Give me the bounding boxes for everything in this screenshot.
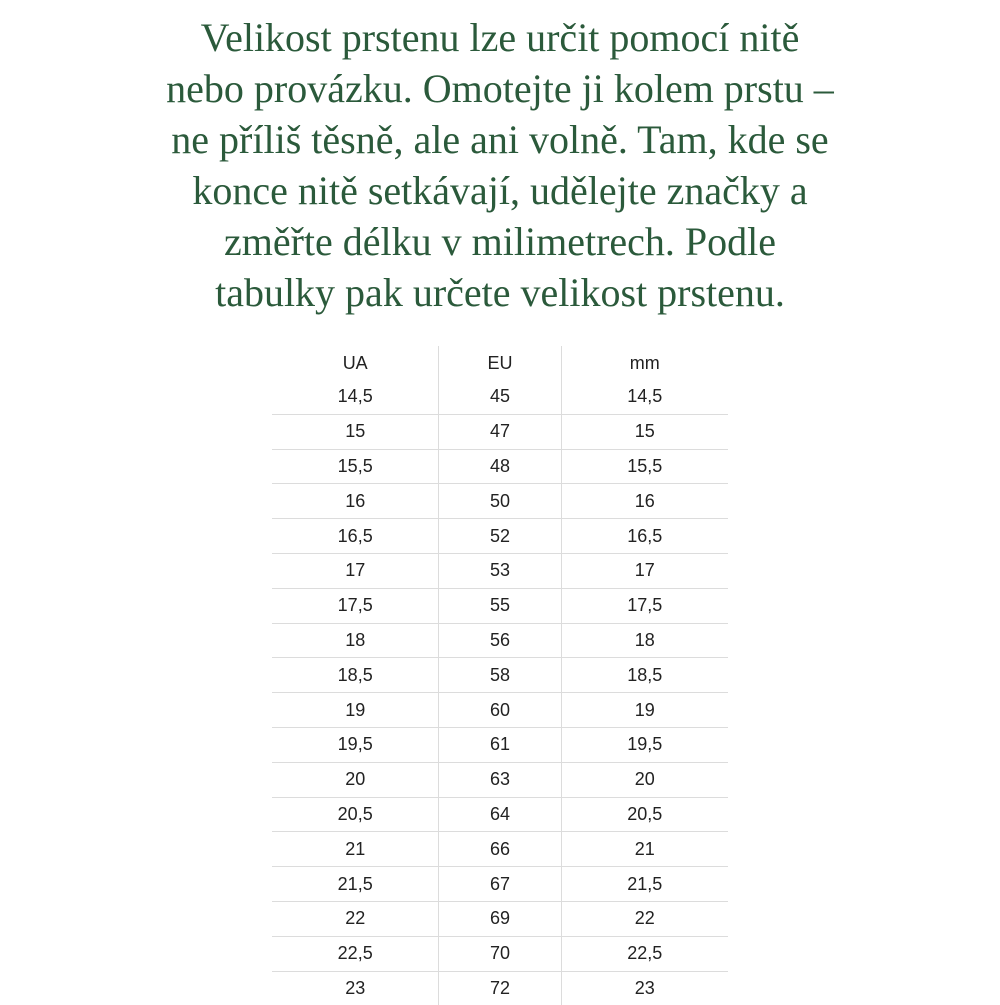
table-cell: 48 xyxy=(438,449,562,484)
column-header: UA xyxy=(342,352,368,373)
table-cell: 63 xyxy=(438,762,562,798)
table-cell: 17 xyxy=(560,553,728,589)
table-cell: 20,5 xyxy=(560,797,728,832)
table-cell: 53 xyxy=(438,553,562,589)
table-cell: 64 xyxy=(438,797,562,832)
table-cell: 23 xyxy=(345,977,366,998)
table-cell: 22 xyxy=(345,908,366,929)
table-row: 22,5 70 22,5 xyxy=(272,936,728,972)
table-cell: 22,5 xyxy=(337,943,373,964)
ring-size-instructions: Velikost prstenu lze určit pomocí nitě ne… xyxy=(0,12,1000,318)
instruction-line: ne příliš těsně, ale ani volně. Tam, kde… xyxy=(171,117,829,162)
table-cell: 20 xyxy=(560,762,728,798)
table-cell: 17,5 xyxy=(560,588,728,624)
table-row: 21 66 21 xyxy=(272,831,728,867)
table-row: 20 63 20 xyxy=(272,762,728,798)
table-cell: 56 xyxy=(438,623,562,658)
table-cell: 23 xyxy=(560,971,728,1005)
table-cell: 70 xyxy=(438,936,562,972)
table-row: 16,5 52 16,5 xyxy=(272,518,728,554)
table-cell: 45 xyxy=(438,380,562,415)
table-cell: 16,5 xyxy=(560,518,728,554)
table-cell: 20,5 xyxy=(337,803,373,824)
table-row: 20,5 64 20,5 xyxy=(272,797,728,832)
table-cell: 55 xyxy=(438,588,562,624)
table-cell: 14,5 xyxy=(560,380,728,415)
table-cell: 61 xyxy=(438,727,562,763)
table-cell: 60 xyxy=(438,692,562,728)
table-cell: 18,5 xyxy=(337,664,373,685)
table-cell: 19 xyxy=(560,692,728,728)
table-cell: 19,5 xyxy=(560,727,728,763)
table-cell: 50 xyxy=(438,483,562,519)
table-cell: 22 xyxy=(560,901,728,937)
table-cell: 21 xyxy=(345,838,366,859)
instruction-line: konce nitě setkávají, udělejte značky a xyxy=(192,168,808,213)
column-header: EU xyxy=(438,346,562,380)
instruction-line: nebo provázku. Omotejte ji kolem prstu – xyxy=(166,66,834,111)
table-header-row: UA EU mm xyxy=(272,346,728,380)
table-row: 21,5 67 21,5 xyxy=(272,866,728,902)
table-cell: 21 xyxy=(560,831,728,867)
table-cell: 16 xyxy=(345,490,366,511)
table-cell: 17 xyxy=(345,560,366,581)
table-cell: 18 xyxy=(560,623,728,658)
table-cell: 22,5 xyxy=(560,936,728,972)
table-row: 18,5 58 18,5 xyxy=(272,657,728,693)
column-header: mm xyxy=(560,346,728,380)
table-cell: 18,5 xyxy=(560,657,728,693)
ring-size-table: UA EU mm 14,5 45 14,5 15 47 15 15,5 48 15,5 16 50 16 1… xyxy=(272,346,728,1005)
table-cell: 19 xyxy=(345,699,366,720)
table-cell: 19,5 xyxy=(337,734,373,755)
instruction-line: tabulky pak určete velikost prstenu. xyxy=(215,270,785,315)
table-row: 22 69 22 xyxy=(272,901,728,937)
table-cell: 17,5 xyxy=(337,595,373,616)
table-row: 16 50 16 xyxy=(272,483,728,519)
table-row: 17,5 55 17,5 xyxy=(272,588,728,624)
table-cell: 72 xyxy=(438,971,562,1005)
instruction-line: změřte délku v milimetrech. Podle xyxy=(223,219,777,264)
table-row: 19,5 61 19,5 xyxy=(272,727,728,763)
table-row: 18 56 18 xyxy=(272,623,728,658)
table-row: 14,5 45 14,5 xyxy=(272,380,728,415)
table-cell: 14,5 xyxy=(337,386,373,407)
table-cell: 15 xyxy=(560,414,728,450)
table-cell: 20 xyxy=(345,769,366,790)
table-cell: 52 xyxy=(438,518,562,554)
table-row: 15 47 15 xyxy=(272,414,728,450)
table-cell: 67 xyxy=(438,866,562,902)
table-cell: 15 xyxy=(345,421,366,442)
table-row: 17 53 17 xyxy=(272,553,728,589)
table-cell: 58 xyxy=(438,657,562,693)
table-cell: 15,5 xyxy=(560,449,728,484)
table-cell: 15,5 xyxy=(337,455,373,476)
table-cell: 21,5 xyxy=(560,866,728,902)
table-cell: 16,5 xyxy=(337,525,373,546)
table-cell: 18 xyxy=(345,629,366,650)
table-row: 15,5 48 15,5 xyxy=(272,449,728,484)
table-cell: 16 xyxy=(560,483,728,519)
table-cell: 21,5 xyxy=(337,873,373,894)
table-row: 23 72 23 xyxy=(272,971,728,1005)
instruction-line: Velikost prstenu lze určit pomocí nitě xyxy=(200,15,800,60)
table-cell: 69 xyxy=(438,901,562,937)
table-cell: 66 xyxy=(438,831,562,867)
table-cell: 47 xyxy=(438,414,562,450)
table-row: 19 60 19 xyxy=(272,692,728,728)
